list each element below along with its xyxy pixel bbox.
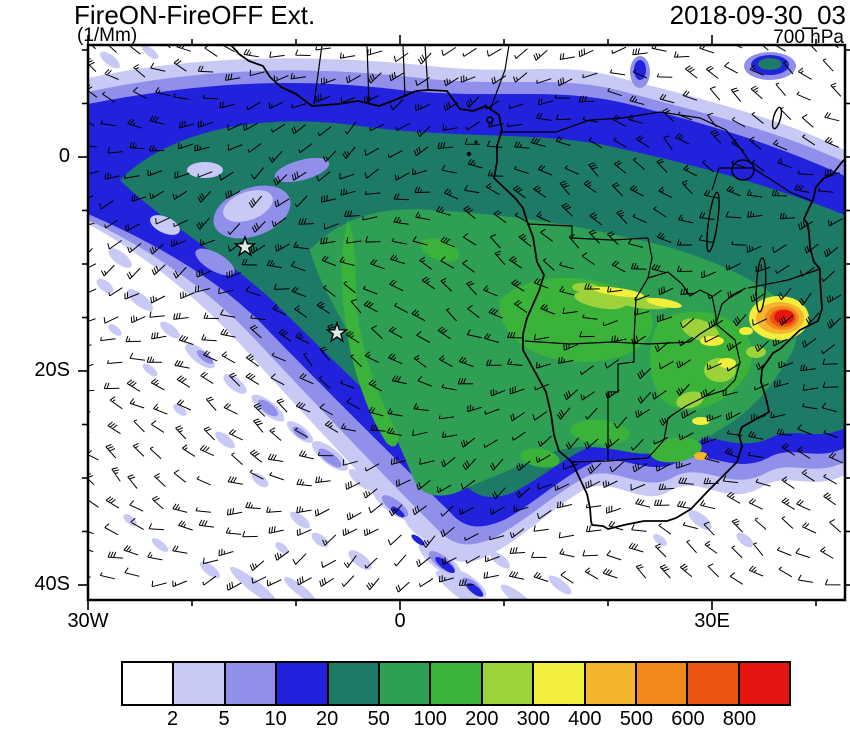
colorbar-swatch-3 bbox=[275, 663, 327, 704]
map-frame bbox=[86, 43, 847, 602]
figure-units-label: (1/Mm) bbox=[77, 25, 138, 46]
colorbar-level-label: 5 bbox=[218, 708, 230, 730]
y-axis-tick-label-20s: 20S bbox=[34, 359, 70, 381]
colorbar-level-label: 400 bbox=[568, 708, 602, 730]
colorbar-level-label: 800 bbox=[722, 708, 757, 730]
island-dots bbox=[466, 140, 478, 157]
colorbar-swatch-7 bbox=[480, 663, 533, 704]
colorbar-swatch-2 bbox=[223, 663, 276, 704]
colorbar-level-label: 100 bbox=[413, 708, 447, 730]
colorbar-level-label: 50 bbox=[367, 708, 390, 730]
y-axis-tick-label-0: 0 bbox=[58, 145, 70, 167]
colorbar bbox=[121, 661, 791, 706]
x-axis-tick-label-30w: 30W bbox=[67, 610, 109, 632]
colorbar-swatch-8 bbox=[532, 663, 584, 704]
colorbar-level-label: 600 bbox=[671, 708, 705, 730]
colorbar-swatch-5 bbox=[377, 663, 430, 704]
x-axis-tick-label-30e: 30E bbox=[694, 610, 730, 632]
colorbar-swatch-6 bbox=[429, 663, 481, 704]
colorbar-swatch-10 bbox=[634, 663, 687, 704]
colorbar-level-label: 500 bbox=[619, 708, 654, 730]
wind-barbs bbox=[88, 45, 844, 593]
colorbar-swatch-9 bbox=[583, 663, 635, 704]
lakes bbox=[486, 106, 783, 313]
colorbar-swatch-4 bbox=[326, 663, 378, 704]
colorbar-level-label: 10 bbox=[264, 708, 287, 730]
coastline bbox=[230, 45, 845, 530]
colorbar-swatch-0 bbox=[123, 663, 173, 704]
colorbar-swatch-11 bbox=[686, 663, 738, 704]
colorbar-swatch-1 bbox=[172, 663, 224, 704]
star-markers bbox=[233, 234, 349, 343]
y-axis-tick-label-40s: 40S bbox=[34, 573, 70, 595]
figure-title: FireON-FireOFF Ext. bbox=[74, 0, 316, 30]
colorbar-swatch-12 bbox=[737, 663, 790, 704]
figure-pressure-level: 700 hPa bbox=[773, 27, 844, 48]
colorbar-level-label: 300 bbox=[516, 708, 550, 730]
colorbar-level-label: 20 bbox=[316, 708, 339, 730]
colorbar-level-label: 2 bbox=[166, 708, 179, 730]
contour-fill-layers bbox=[88, 45, 845, 600]
x-axis-tick-label-0: 0 bbox=[394, 610, 406, 632]
figure-datetime: 2018-09-30_03 bbox=[669, 0, 846, 30]
colorbar-level-label: 200 bbox=[465, 708, 499, 730]
